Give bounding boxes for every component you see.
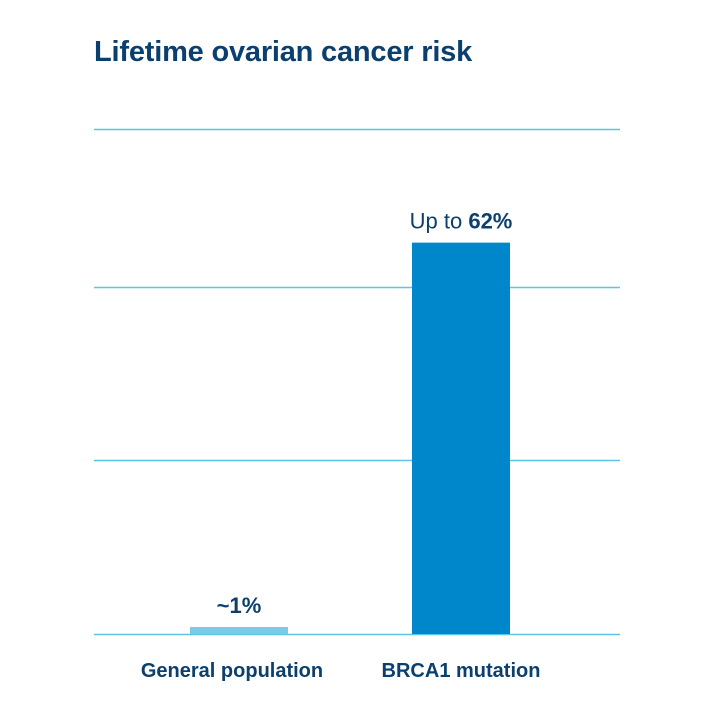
value-labels: ~1% Up to 62% xyxy=(217,209,513,618)
gridlines xyxy=(94,128,620,636)
value-label-2: Up to 62% xyxy=(410,209,513,234)
value-label-1: ~1% xyxy=(217,593,262,618)
bar-2 xyxy=(412,242,510,634)
bars xyxy=(190,242,510,634)
bar-1 xyxy=(190,627,288,634)
category-label-1: General population xyxy=(141,660,323,682)
chart-title: Lifetime ovarian cancer risk xyxy=(94,36,473,68)
category-label-2: BRCA1 mutation xyxy=(382,660,541,682)
category-labels: General population BRCA1 mutation xyxy=(141,660,541,682)
